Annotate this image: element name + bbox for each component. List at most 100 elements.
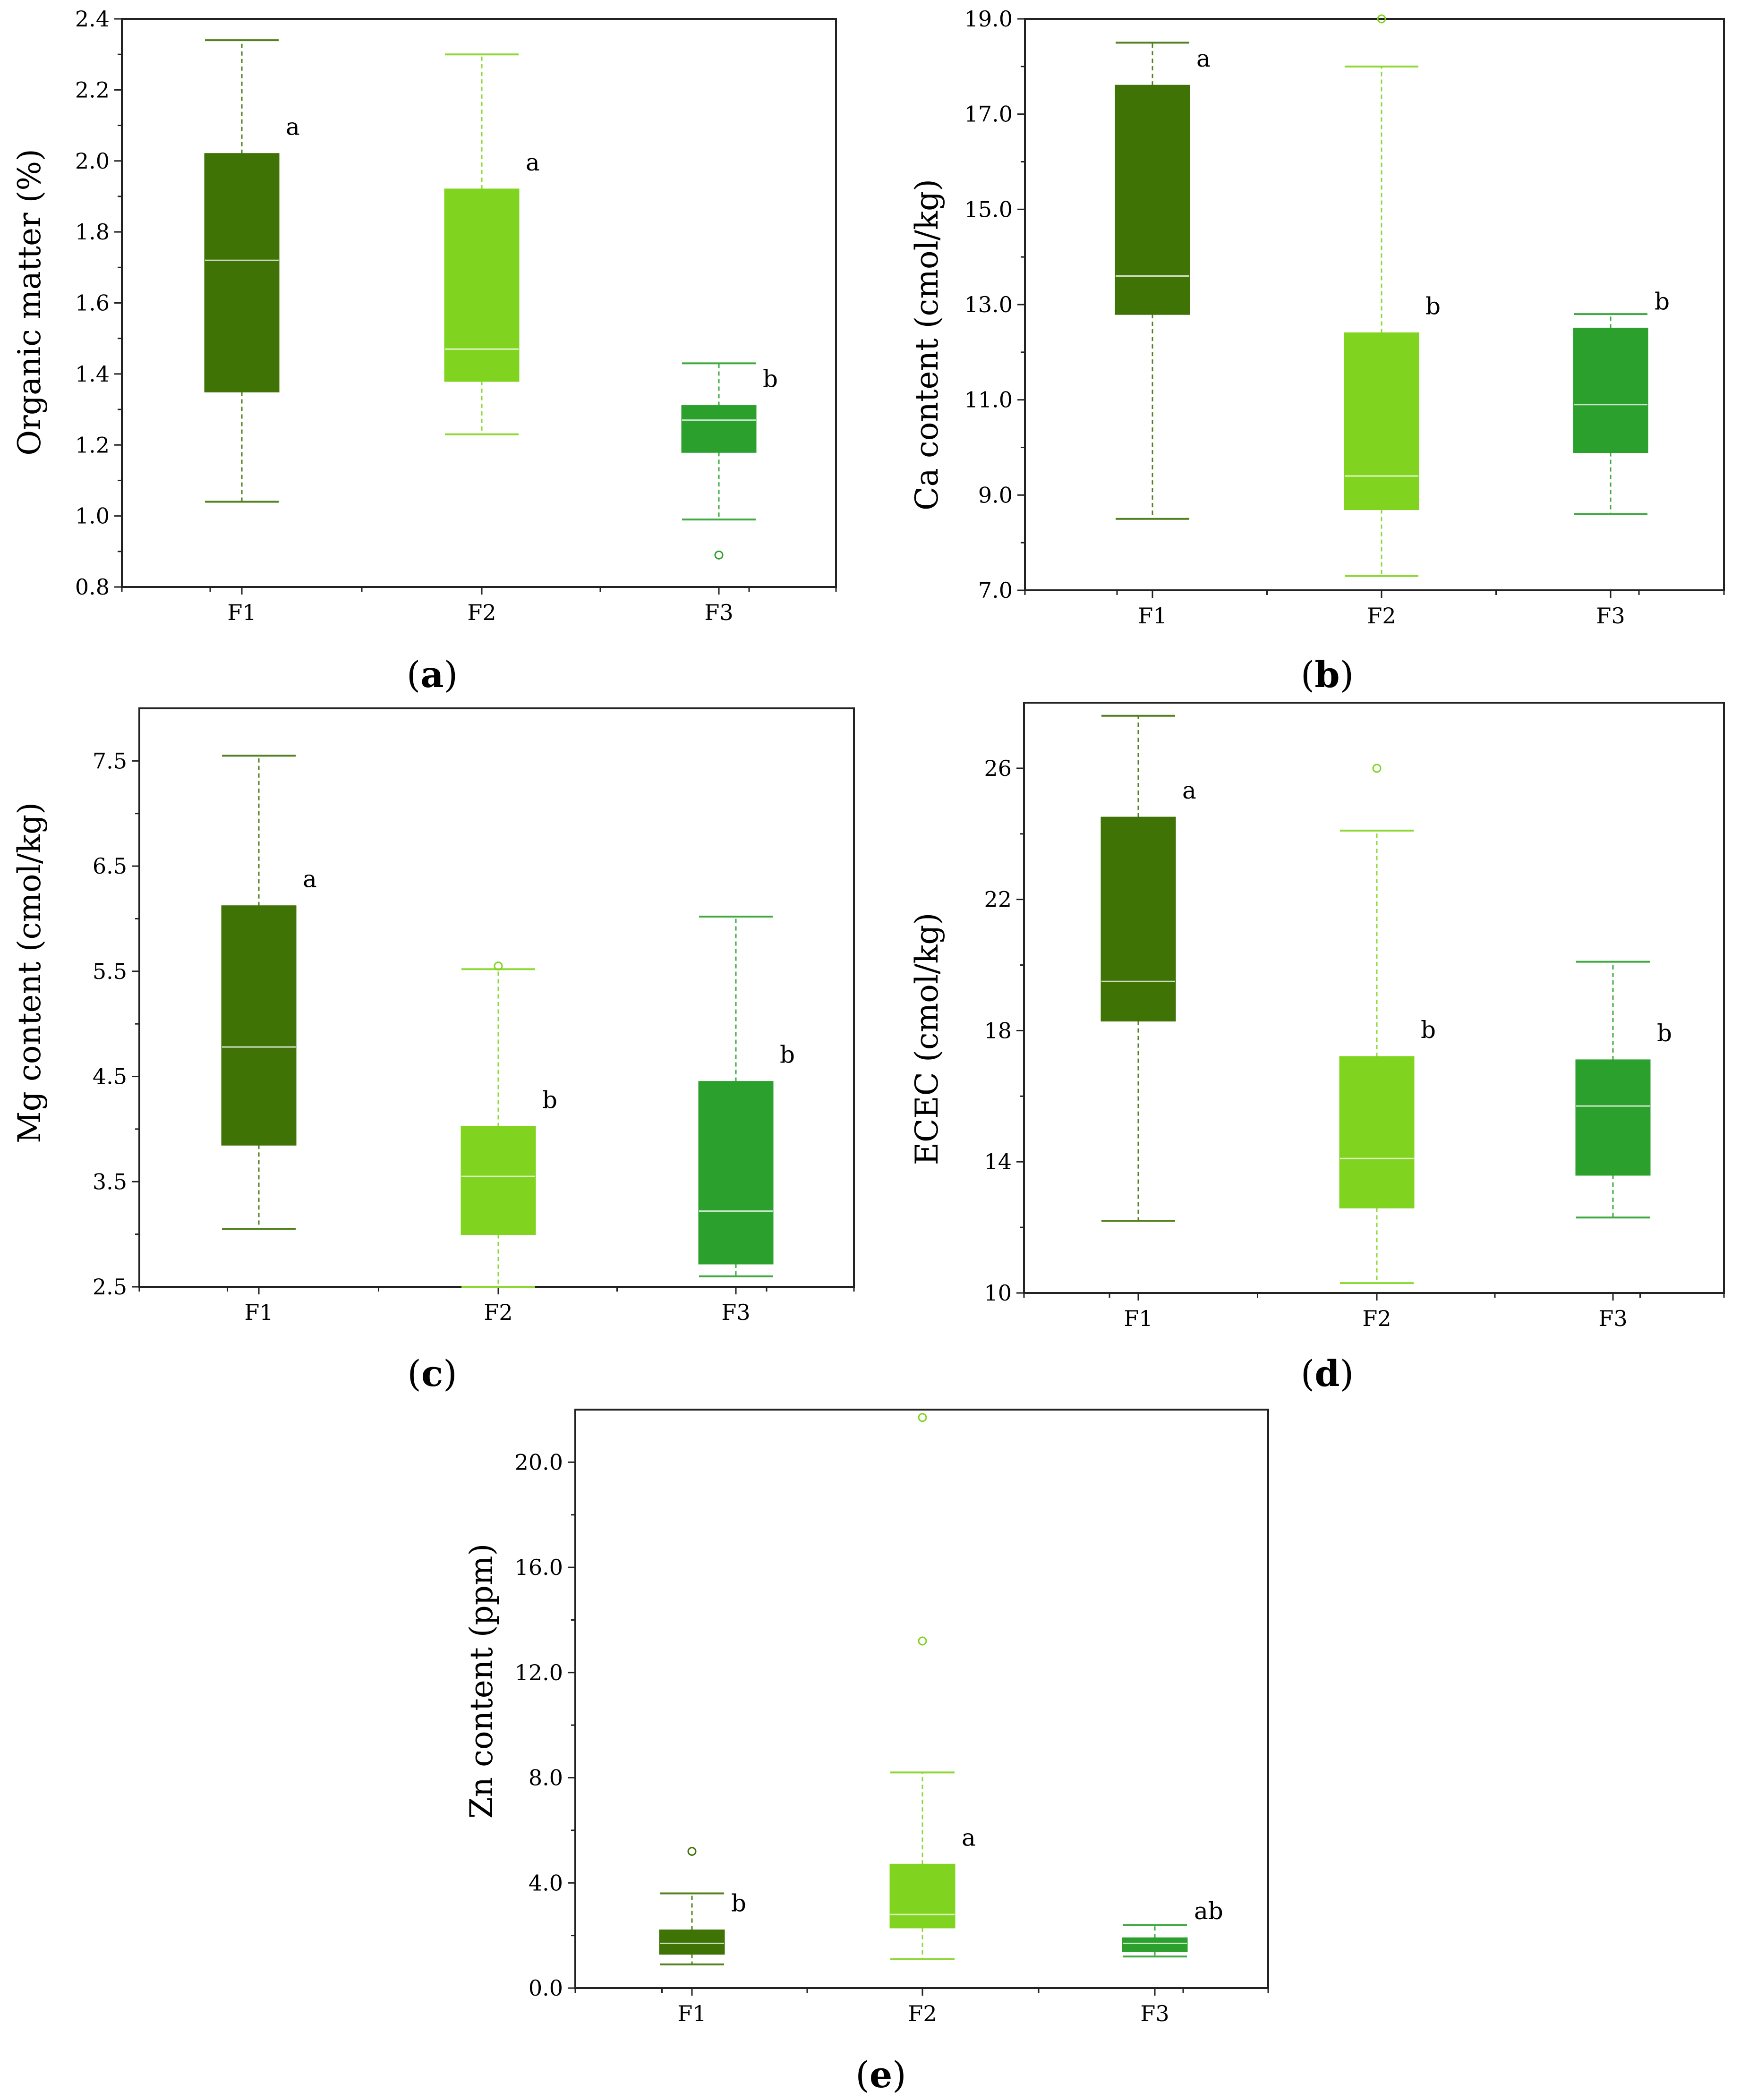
y-tick-label: 8.0	[529, 1765, 563, 1791]
y-tick-label: 0.0	[529, 1975, 563, 2001]
box-F1	[1115, 85, 1190, 315]
panel-a: 0.8 1.0 1.2 1.4 1.6 1.8 2.0 2.2 2.4 Organic matte…	[11, 6, 837, 696]
panel-caption: (c)	[407, 1352, 457, 1394]
y-tick-label: 7.0	[978, 578, 1013, 603]
significance-letter: a	[286, 113, 300, 141]
y-tick-label: 2.5	[93, 1274, 127, 1300]
x-tick-label: F2	[1362, 1306, 1391, 1331]
x-tick-label: F1	[1124, 1306, 1152, 1331]
panel-caption: (d)	[1301, 1352, 1354, 1394]
outlier-point	[918, 1636, 927, 1646]
panel-b: 7.0 9.0 11.0 13.0 15.0 17.0 19.0 Ca content (cm…	[909, 6, 1725, 696]
y-tick-label: 14	[984, 1149, 1012, 1174]
y-tick-label: 17.0	[964, 102, 1013, 127]
significance-letter: b	[1655, 288, 1670, 315]
significance-letter: a	[526, 149, 540, 176]
x-tick-label: F3	[721, 1300, 750, 1325]
y-tick-label: 2.4	[75, 6, 110, 32]
y-tick-label: 1.6	[75, 290, 110, 316]
y-tick-label: 16.0	[515, 1555, 563, 1580]
y-tick-label: 1.0	[75, 503, 110, 529]
box-F3	[698, 1081, 774, 1265]
outlier-point	[918, 1413, 927, 1422]
box-F1	[221, 905, 297, 1146]
panel-caption: (a)	[407, 654, 458, 696]
box-F2	[1344, 332, 1419, 510]
x-tick-label: F3	[1598, 1306, 1627, 1331]
significance-letter: a	[303, 866, 317, 893]
y-tick-label: 4.0	[529, 1870, 563, 1896]
y-tick-label: 20.0	[515, 1449, 563, 1475]
significance-letter: b	[1425, 293, 1441, 320]
y-tick-label: 13.0	[964, 292, 1013, 317]
y-tick-label: 26	[984, 756, 1012, 781]
outlier-point	[1377, 14, 1386, 24]
y-tick-label: 10	[984, 1280, 1012, 1306]
significance-letter: b	[780, 1041, 795, 1069]
significance-letter: b	[542, 1086, 557, 1114]
box-F3	[1573, 327, 1648, 453]
significance-letter: b	[763, 366, 778, 393]
significance-letter: b	[731, 1890, 746, 1917]
y-tick-label: 2.2	[75, 77, 110, 102]
x-tick-label: F2	[1367, 603, 1396, 629]
plot-frame	[1023, 702, 1725, 1294]
significance-letter: a	[962, 1824, 976, 1851]
panel-caption: (b)	[1301, 654, 1354, 696]
box-F1	[659, 1930, 725, 1955]
x-tick-label: F2	[484, 1300, 512, 1325]
y-tick-label: 1.4	[75, 361, 110, 387]
y-axis-label: ECEC (cmol/kg)	[909, 913, 945, 1165]
y-tick-label: 5.5	[93, 959, 127, 984]
significance-letter: a	[1196, 45, 1211, 72]
y-tick-label: 3.5	[93, 1169, 127, 1194]
y-tick-label: 4.5	[93, 1064, 127, 1089]
box-F3	[681, 405, 757, 453]
panel-e: 0.0 4.0 8.0 12.0 16.0 20.0 Zn content (ppm) F1 b…	[463, 1409, 1269, 2096]
y-tick-label: 0.8	[75, 574, 110, 600]
outlier-point	[714, 550, 724, 560]
panel-d: 10 14 18 22 26 ECEC (cmol/kg) F1 a F2 b F3 b (d)	[909, 702, 1725, 1394]
outlier-point	[1372, 764, 1382, 773]
x-tick-label: F3	[1596, 603, 1625, 629]
x-tick-label: F2	[908, 2001, 937, 2026]
y-axis-label: Mg content (cmol/kg)	[11, 802, 48, 1143]
box-F1	[1101, 816, 1176, 1022]
box-F2	[889, 1863, 956, 1929]
y-axis-label: Zn content (ppm)	[463, 1544, 500, 1819]
y-tick-label: 15.0	[964, 196, 1013, 222]
x-tick-label: F1	[1138, 603, 1167, 629]
x-tick-label: F3	[1140, 2001, 1169, 2026]
box-F2	[1339, 1056, 1415, 1208]
y-axis-label: Organic matter (%)	[11, 149, 48, 456]
y-tick-label: 1.8	[75, 219, 110, 245]
box-F2	[444, 188, 520, 382]
y-tick-label: 22	[984, 887, 1012, 912]
box-F3	[1575, 1059, 1651, 1176]
y-tick-label: 9.0	[978, 482, 1013, 508]
y-tick-label: 2.0	[75, 148, 110, 174]
y-tick-label: 7.5	[93, 748, 127, 774]
significance-letter: a	[1182, 777, 1196, 804]
x-tick-label: F3	[704, 600, 733, 625]
x-tick-label: F2	[467, 600, 496, 625]
x-tick-label: F1	[677, 2001, 706, 2026]
y-tick-label: 12.0	[515, 1660, 563, 1685]
y-axis-label: Ca content (cmol/kg)	[909, 179, 945, 510]
box-F1	[204, 153, 280, 392]
significance-letter: b	[1421, 1016, 1436, 1044]
y-tick-label: 6.5	[93, 853, 127, 879]
y-tick-label: 1.2	[75, 432, 110, 458]
y-tick-label: 11.0	[964, 387, 1013, 413]
x-tick-label: F1	[244, 1300, 273, 1325]
panel-caption: (e)	[855, 2054, 906, 2096]
y-tick-label: 19.0	[964, 6, 1013, 32]
significance-letter: ab	[1194, 1897, 1223, 1925]
panel-c: 2.5 3.5 4.5 5.5 6.5 7.5 Mg content (cmol/kg) F1…	[11, 707, 855, 1394]
y-tick-label: 18	[984, 1018, 1012, 1043]
box-F2	[461, 1126, 536, 1235]
x-tick-label: F1	[227, 600, 256, 625]
outlier-point	[494, 961, 503, 971]
significance-letter: b	[1657, 1020, 1672, 1047]
